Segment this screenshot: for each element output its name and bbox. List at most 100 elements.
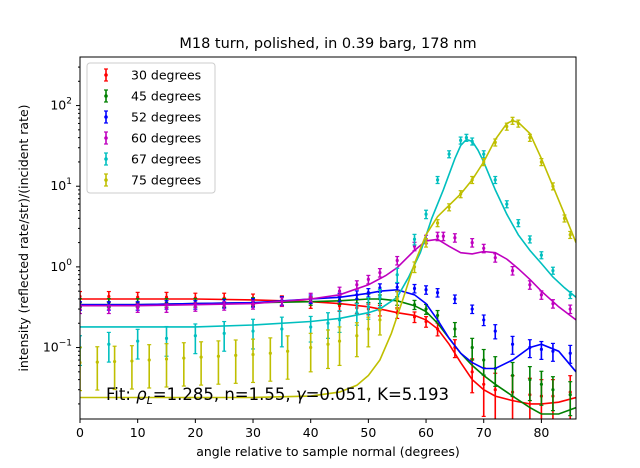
x-tick-label: 50 xyxy=(360,425,376,440)
data-point xyxy=(510,119,515,123)
data-point xyxy=(470,178,474,182)
data-point xyxy=(182,356,186,360)
fit-curve xyxy=(80,238,576,321)
data-point xyxy=(568,393,572,397)
fit-rho-symbol: ρ xyxy=(136,385,147,404)
data-point xyxy=(355,334,359,338)
data-point xyxy=(482,160,486,164)
data-point xyxy=(378,286,382,290)
legend-label: 67 degrees xyxy=(131,152,201,167)
plot-frame xyxy=(79,56,577,420)
legend-label: 45 degrees xyxy=(131,89,201,104)
x-tick-label: 0 xyxy=(76,425,84,440)
data-point xyxy=(551,349,555,353)
data-point xyxy=(251,329,255,333)
data-point xyxy=(424,307,428,311)
data-point xyxy=(326,321,330,325)
fit-prefix: Fit: xyxy=(106,385,136,404)
y-axis-label: intensity (reflected rate/str)/(incident… xyxy=(16,104,31,371)
data-point xyxy=(435,313,440,318)
data-point xyxy=(395,285,399,289)
data-point xyxy=(95,360,99,364)
series-3 xyxy=(80,231,576,321)
data-point xyxy=(539,382,543,386)
data-point xyxy=(510,268,515,273)
legend-label: 52 degrees xyxy=(131,110,201,125)
data-point xyxy=(337,289,342,293)
data-point xyxy=(280,327,284,331)
data-point xyxy=(147,358,151,362)
legend-box xyxy=(86,62,216,194)
data-point xyxy=(378,318,382,322)
data-point xyxy=(337,295,342,299)
data-point xyxy=(470,240,474,245)
x-tick-label: 60 xyxy=(418,425,434,440)
data-point xyxy=(562,216,567,220)
data-point xyxy=(193,334,197,338)
data-point xyxy=(424,319,428,324)
data-point xyxy=(268,351,272,355)
data-point xyxy=(424,240,428,245)
data-point xyxy=(539,253,543,257)
data-point xyxy=(337,339,342,343)
plot-area xyxy=(79,56,577,420)
data-point xyxy=(493,329,497,333)
data-point xyxy=(130,359,134,363)
data-point xyxy=(447,205,451,209)
data-point xyxy=(441,234,445,238)
chart-title: M18 turn, polished, in 0.39 barg, 178 nm xyxy=(179,36,476,52)
data-point xyxy=(378,295,382,299)
data-point xyxy=(447,152,451,156)
data-point xyxy=(309,345,313,350)
data-point xyxy=(164,306,169,310)
data-point xyxy=(251,303,255,307)
y-tick-label: 102 xyxy=(50,97,72,113)
data-point xyxy=(568,233,572,237)
data-point xyxy=(453,327,457,331)
data-point xyxy=(493,256,497,260)
legend-marker-dot xyxy=(104,178,108,182)
data-point xyxy=(234,353,238,357)
data-point xyxy=(505,202,509,206)
data-point xyxy=(516,121,520,126)
data-point xyxy=(568,351,572,355)
data-point xyxy=(309,295,313,299)
data-point xyxy=(395,273,399,277)
data-point xyxy=(355,311,359,315)
data-point xyxy=(222,331,226,335)
data-point xyxy=(355,293,359,297)
data-point xyxy=(453,297,457,301)
data-point xyxy=(280,300,284,304)
data-point xyxy=(107,342,111,346)
data-point xyxy=(539,347,543,351)
data-point xyxy=(528,237,532,241)
legend-label: 60 degrees xyxy=(131,131,201,146)
data-point xyxy=(395,258,399,263)
data-point xyxy=(199,355,203,359)
data-point xyxy=(551,388,555,392)
data-point xyxy=(551,302,555,306)
data-point xyxy=(551,184,555,188)
data-point xyxy=(482,318,486,322)
data-point xyxy=(482,358,486,362)
data-point xyxy=(435,178,440,182)
x-axis-label: angle relative to sample normal (degrees… xyxy=(196,444,460,459)
data-point xyxy=(493,178,497,182)
data-point xyxy=(516,221,520,225)
data-point xyxy=(459,192,463,196)
data-point xyxy=(470,345,474,350)
data-point xyxy=(366,277,370,281)
legend-marker-dot xyxy=(104,157,108,161)
data-point xyxy=(164,357,169,361)
series-4 xyxy=(80,133,576,367)
x-axis: 0 10 20 30 40 50 60 70 80 xyxy=(76,419,549,440)
data-point xyxy=(366,290,370,295)
data-point xyxy=(412,237,417,241)
x-tick-label: 30 xyxy=(245,425,261,440)
y-tick-label: 10−1 xyxy=(43,339,72,355)
x-tick-label: 40 xyxy=(303,425,319,440)
fit-curve xyxy=(80,119,576,399)
data-point xyxy=(164,295,169,299)
data-point xyxy=(464,136,469,140)
